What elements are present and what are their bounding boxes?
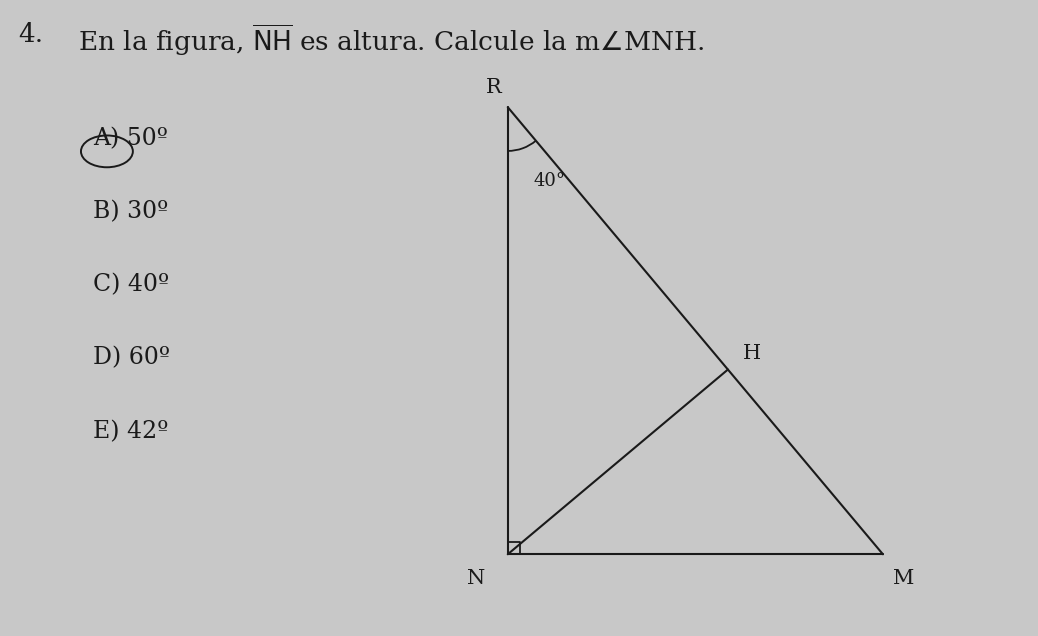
Text: A) 50º: A) 50º xyxy=(93,127,168,150)
Text: 40°: 40° xyxy=(534,172,566,190)
Text: N: N xyxy=(467,569,486,588)
Text: M: M xyxy=(893,569,914,588)
Text: En la figura, $\overline{\mathrm{NH}}$ es altura. Calcule la m$\angle$MNH.: En la figura, $\overline{\mathrm{NH}}$ e… xyxy=(78,22,704,58)
Text: R: R xyxy=(486,78,501,97)
Text: C) 40º: C) 40º xyxy=(93,273,169,296)
Text: 4.: 4. xyxy=(19,22,44,47)
Text: H: H xyxy=(743,344,761,363)
Text: B) 30º: B) 30º xyxy=(93,200,168,223)
Text: D) 60º: D) 60º xyxy=(93,347,170,370)
Text: E) 42º: E) 42º xyxy=(93,420,169,443)
